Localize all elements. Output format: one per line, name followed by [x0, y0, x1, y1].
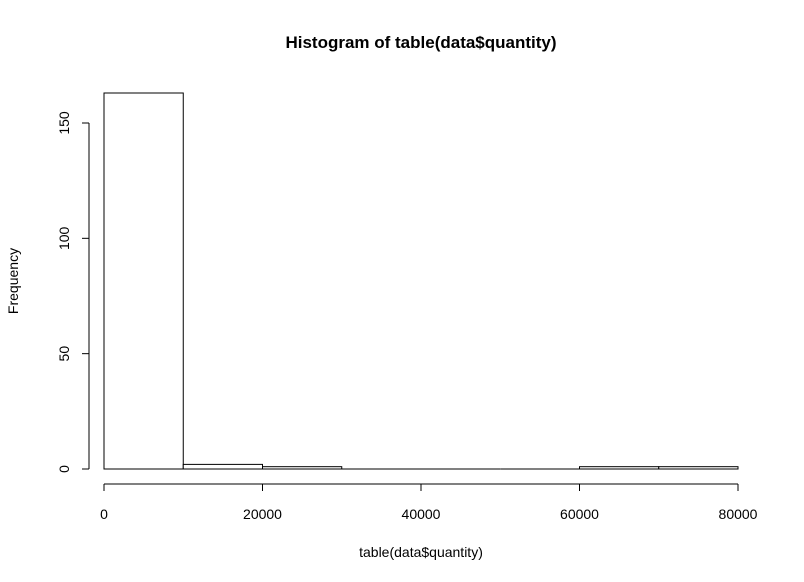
x-tick-label: 60000	[560, 506, 599, 522]
histogram-bar-2	[262, 466, 343, 470]
y-tick-label: 50	[56, 346, 72, 362]
chart-title: Histogram of table(data$quantity)	[285, 33, 556, 52]
y-tick-label: 100	[56, 226, 72, 250]
y-axis-label: Frequency	[5, 248, 21, 314]
histogram-bar-7	[658, 466, 739, 470]
histogram-bar-1	[182, 463, 263, 470]
y-axis: 0 50 100 150	[56, 111, 90, 473]
x-tick-label: 0	[100, 506, 108, 522]
histogram-bar-6	[579, 466, 660, 470]
x-axis-label: table(data$quantity)	[359, 544, 483, 560]
bars-group	[103, 92, 739, 470]
x-tick-label: 80000	[719, 506, 758, 522]
histogram-bar-0	[103, 92, 184, 470]
x-tick-label: 20000	[243, 506, 282, 522]
y-tick-label: 150	[56, 111, 72, 135]
x-tick-label: 40000	[402, 506, 441, 522]
y-tick-label: 0	[56, 465, 72, 473]
x-axis: 0 20000 40000 60000 80000	[100, 483, 758, 522]
